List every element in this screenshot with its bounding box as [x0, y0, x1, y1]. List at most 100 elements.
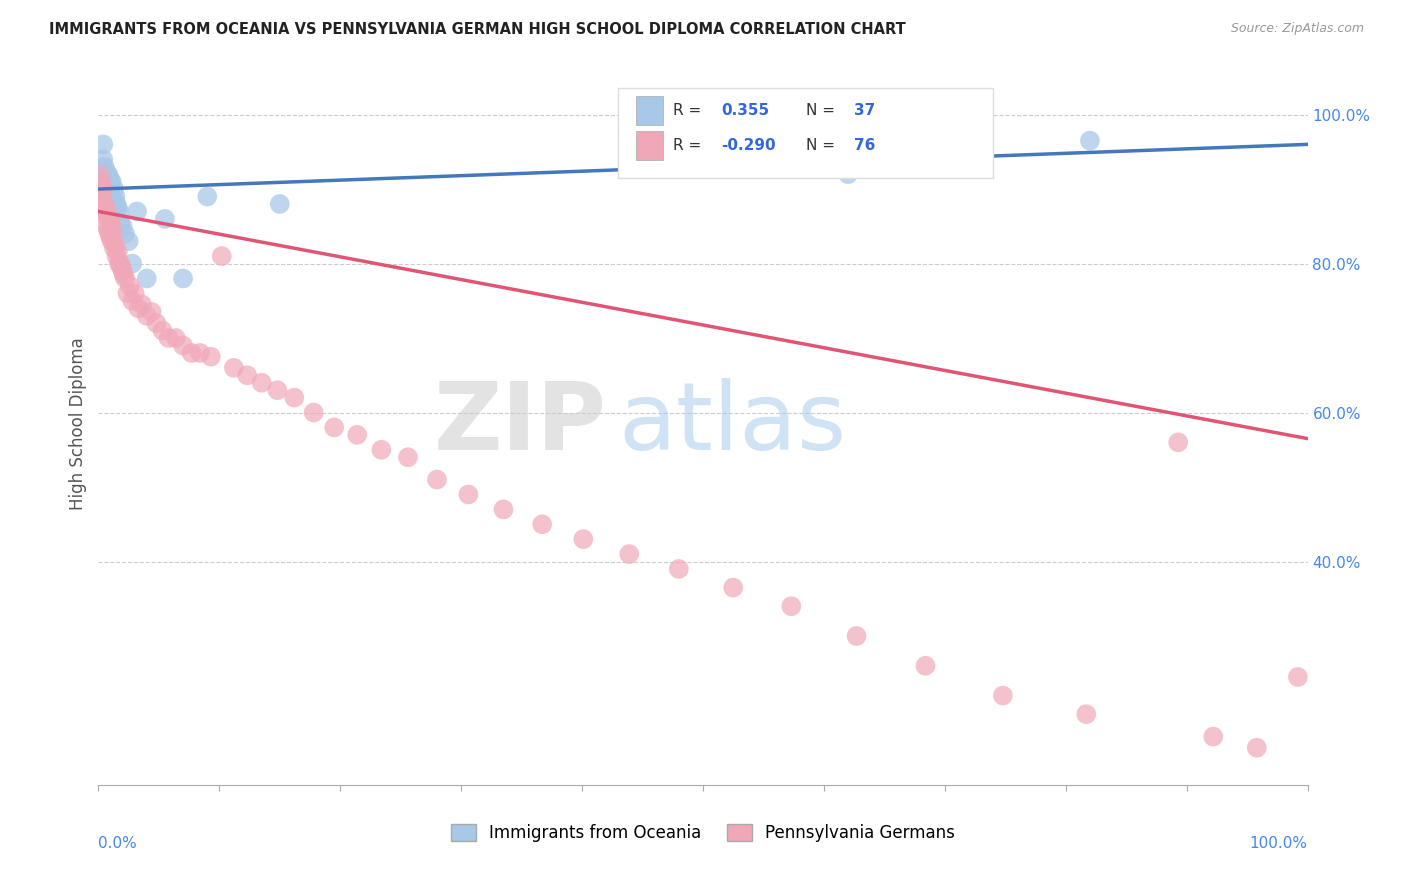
Point: [100, 234, 122, 248]
Point: [104, 189, 127, 203]
Point: [111, 264, 134, 278]
Point: [97, 178, 120, 193]
Point: [250, 376, 273, 390]
Point: [97, 167, 120, 181]
Text: -0.290: -0.290: [721, 138, 776, 153]
Point: [131, 297, 153, 311]
Point: [96, 167, 118, 181]
Point: [845, 629, 868, 643]
Point: [165, 331, 187, 345]
Point: [98, 227, 121, 241]
Point: [91, 175, 114, 189]
Point: [222, 360, 245, 375]
Point: [96, 204, 118, 219]
Point: [914, 658, 936, 673]
Text: IMMIGRANTS FROM OCEANIA VS PENNSYLVANIA GERMAN HIGH SCHOOL DIPLOMA CORRELATION C: IMMIGRANTS FROM OCEANIA VS PENNSYLVANIA …: [49, 22, 905, 37]
Point: [180, 346, 202, 360]
Point: [108, 204, 131, 219]
Point: [118, 234, 141, 248]
FancyBboxPatch shape: [637, 96, 664, 125]
Point: [98, 170, 121, 185]
Point: [172, 338, 194, 352]
Point: [91, 178, 114, 193]
Point: [100, 230, 122, 244]
Point: [107, 201, 129, 215]
Point: [124, 286, 146, 301]
Point: [98, 211, 121, 226]
Point: [91, 137, 114, 152]
Point: [153, 211, 176, 226]
FancyBboxPatch shape: [637, 131, 664, 160]
Point: [100, 219, 122, 234]
Point: [107, 245, 129, 260]
Point: [837, 167, 859, 181]
Point: [100, 189, 122, 203]
Text: Source: ZipAtlas.com: Source: ZipAtlas.com: [1230, 22, 1364, 36]
Point: [1167, 435, 1189, 450]
Point: [723, 581, 745, 595]
Point: [236, 368, 259, 383]
Point: [152, 324, 174, 338]
Point: [100, 186, 122, 200]
Point: [93, 204, 115, 219]
Point: [105, 249, 128, 263]
Point: [89, 167, 111, 181]
Point: [100, 175, 122, 189]
Text: 0.0%: 0.0%: [98, 836, 138, 851]
Point: [572, 532, 595, 546]
Point: [991, 689, 1014, 703]
Text: R =: R =: [672, 103, 706, 119]
Text: R =: R =: [672, 138, 706, 153]
Text: N =: N =: [806, 138, 839, 153]
Point: [114, 227, 136, 241]
Point: [108, 216, 131, 230]
Point: [370, 442, 392, 457]
Text: ZIP: ZIP: [433, 377, 606, 470]
Point: [94, 208, 117, 222]
Point: [111, 219, 134, 234]
Point: [157, 331, 180, 345]
Point: [780, 599, 803, 614]
Point: [531, 517, 554, 532]
Point: [100, 175, 122, 189]
Point: [346, 428, 368, 442]
Point: [91, 197, 114, 211]
Point: [302, 405, 325, 419]
Point: [668, 562, 690, 576]
Point: [97, 223, 120, 237]
Point: [135, 271, 157, 285]
Point: [110, 260, 132, 275]
Point: [135, 309, 157, 323]
Point: [117, 286, 139, 301]
Point: [103, 182, 125, 196]
Point: [108, 256, 131, 270]
Point: [1286, 670, 1309, 684]
Text: 0.355: 0.355: [721, 103, 769, 119]
Point: [619, 547, 641, 561]
Point: [93, 197, 115, 211]
Point: [108, 256, 131, 270]
Point: [121, 256, 143, 270]
Point: [1076, 707, 1098, 722]
Point: [200, 350, 222, 364]
Text: N =: N =: [806, 103, 839, 119]
Point: [90, 163, 112, 178]
Point: [93, 160, 115, 174]
Legend: Immigrants from Oceania, Pennsylvania Germans: Immigrants from Oceania, Pennsylvania Ge…: [444, 817, 962, 849]
Text: 37: 37: [855, 103, 876, 119]
Point: [172, 271, 194, 285]
Point: [269, 197, 291, 211]
Text: atlas: atlas: [619, 377, 846, 470]
Text: 76: 76: [855, 138, 876, 153]
Point: [323, 420, 346, 434]
Point: [1202, 730, 1225, 744]
Point: [112, 268, 135, 282]
Point: [188, 346, 211, 360]
Point: [91, 186, 114, 200]
Point: [96, 182, 118, 196]
Point: [91, 153, 114, 167]
Point: [90, 182, 112, 196]
Point: [93, 170, 115, 185]
Point: [96, 219, 118, 234]
Point: [90, 175, 112, 189]
